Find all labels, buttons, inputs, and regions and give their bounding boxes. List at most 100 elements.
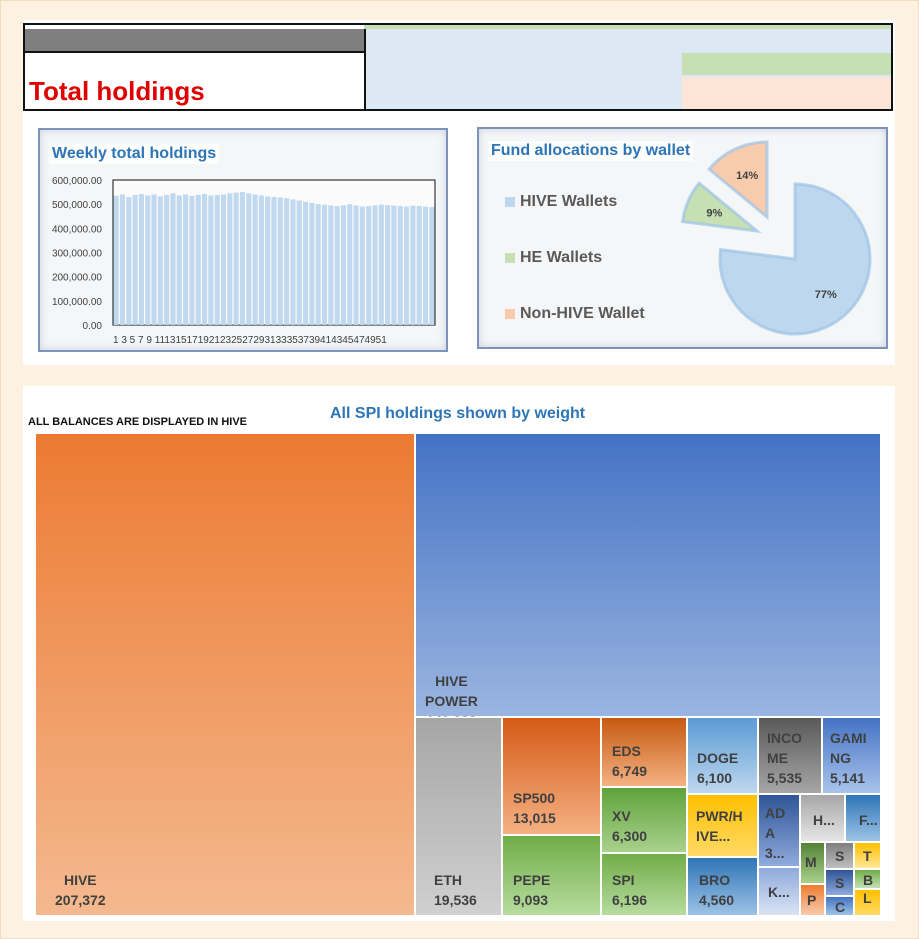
weekly-bar-41	[366, 206, 372, 325]
weekly-bar-4	[132, 194, 138, 325]
treemap-cell-s1	[825, 842, 854, 869]
pie-slice-he-wallets	[680, 181, 762, 234]
weekly-bar-36	[334, 206, 340, 325]
treemap-value: 6,749	[612, 763, 648, 779]
treemap-label-sp500: SP500 13,015	[513, 788, 556, 828]
weekly-bar-24	[258, 195, 264, 325]
treemap-cell-gaming	[822, 717, 881, 794]
legend-label-non-hive: Non-HIVE Wallet	[520, 305, 645, 322]
weekly-bar-42	[372, 205, 378, 326]
treemap-label-pwr-hive: PWR/H IVE...	[696, 806, 743, 846]
treemap-label-l: L	[863, 888, 872, 908]
treemap-name: PEPE	[513, 872, 551, 888]
treemap-name: GAMI NG	[830, 730, 867, 766]
weekly-bar-3	[126, 196, 132, 325]
treemap-value: 19,536	[434, 892, 477, 908]
weekly-bar-35	[328, 205, 334, 326]
weekly-bar-33	[315, 204, 321, 325]
treemap-cell-p	[800, 884, 825, 916]
weekly-bar-23	[252, 194, 258, 325]
treemap-label-spi: SPI 6,196	[612, 870, 647, 910]
treemap-name: EDS	[612, 743, 641, 759]
treemap-value: 207,372	[55, 892, 106, 908]
treemap-name: HIVE	[63, 872, 97, 888]
legend-swatch-he	[505, 252, 515, 263]
header-gray-bar	[25, 29, 364, 51]
legend-label-he: HE Wallets	[520, 249, 603, 266]
legend-swatch-hive	[505, 196, 515, 207]
fund-pie-svg: 77% 9% 14%	[680, 140, 872, 336]
treemap-label-ada: AD A 3...	[765, 803, 785, 863]
treemap-cell-ada	[758, 794, 800, 867]
treemap-cell-c	[825, 896, 854, 916]
weekly-bar-30	[296, 200, 302, 325]
treemap-name: C	[835, 899, 846, 915]
pie-label-1: 9%	[706, 208, 722, 220]
weekly-chart-panel: Weekly total holdings 600,000.00 500,000.…	[38, 128, 448, 352]
treemap-value: 6,300	[612, 828, 648, 844]
weekly-bar-1	[113, 195, 119, 325]
treemap-label-eds: EDS 6,749	[612, 741, 647, 781]
treemap-cell-hive-power	[415, 433, 881, 717]
weekly-bar-48	[410, 205, 416, 325]
weekly-bar-6	[145, 195, 151, 325]
treemap-label-hive: HIVE 207,372	[55, 870, 106, 910]
weekly-bar-8	[157, 196, 163, 325]
weekly-bar-26	[271, 196, 277, 325]
weekly-bar-9	[164, 194, 170, 325]
treemap-label-p: P	[807, 890, 816, 910]
treemap-cell-l	[854, 889, 881, 916]
weekly-bar-19	[227, 193, 233, 325]
treemap-title: All SPI holdings shown by weight	[330, 405, 586, 422]
weekly-bar-21	[239, 192, 245, 325]
treemap-label-h: H...	[813, 810, 835, 830]
fund-chart-panel: Fund allocations by wallet HIVE Wallets …	[477, 127, 888, 349]
treemap-name: BRO	[699, 872, 731, 888]
treemap-name: S	[835, 875, 845, 891]
header-green-block	[682, 53, 891, 75]
header-banner	[23, 23, 893, 111]
treemap-name: INCO ME	[767, 730, 802, 766]
weekly-y-tick: 600,000.00	[52, 176, 102, 187]
balance-note: ALL BALANCES ARE DISPLAYED IN HIVE	[28, 416, 248, 428]
weekly-bar-14	[195, 194, 201, 325]
treemap-name: ETH	[434, 872, 462, 888]
treemap-value: 13,015	[513, 810, 556, 826]
fund-chart-title: Fund allocations by wallet	[488, 141, 694, 161]
treemap-name: F...	[859, 812, 878, 828]
pie-slice-non-hive-wallet	[707, 140, 769, 221]
legend-non-hive-wallet: Non-HIVE Wallet	[505, 305, 645, 323]
treemap-name: B	[863, 872, 874, 888]
weekly-y-tick: 300,000.00	[52, 249, 102, 260]
treemap-cell-m	[800, 842, 825, 884]
weekly-bar-38	[347, 204, 353, 325]
weekly-bar-37	[340, 205, 346, 326]
weekly-bar-46	[397, 206, 403, 325]
legend-hive-wallets: HIVE Wallets	[505, 193, 617, 211]
treemap-cell-b	[854, 869, 881, 889]
weekly-bar-18	[220, 194, 227, 325]
treemap-label-bro: BRO 4,560	[699, 870, 734, 910]
weekly-bar-15	[201, 194, 208, 325]
treemap-label-c: C	[835, 897, 845, 917]
treemap-value: 9,093	[513, 892, 549, 908]
page-title: Total holdings	[29, 76, 205, 106]
weekly-bar-16	[208, 195, 214, 325]
treemap-name: T	[863, 848, 872, 864]
weekly-bar-20	[233, 192, 239, 325]
treemap-label-m: M	[805, 852, 817, 872]
treemap-name: AD A 3...	[765, 805, 786, 861]
pie-label-2: 14%	[736, 170, 758, 182]
treemap-cell-eth	[415, 717, 502, 916]
weekly-bar-28	[284, 198, 290, 326]
treemap-label-doge: DOGE 6,100	[697, 748, 738, 788]
treemap-name: XV	[612, 808, 631, 824]
treemap-cell-bro	[687, 857, 758, 916]
treemap-label-k: K...	[768, 882, 790, 902]
treemap-label-xv: XV 6,300	[612, 806, 647, 846]
treemap-name: S	[835, 848, 845, 864]
treemap-cell-k	[758, 867, 800, 916]
weekly-chart-title: Weekly total holdings	[49, 144, 220, 164]
treemap-name: M	[805, 854, 817, 870]
treemap-cell-f	[845, 794, 881, 842]
